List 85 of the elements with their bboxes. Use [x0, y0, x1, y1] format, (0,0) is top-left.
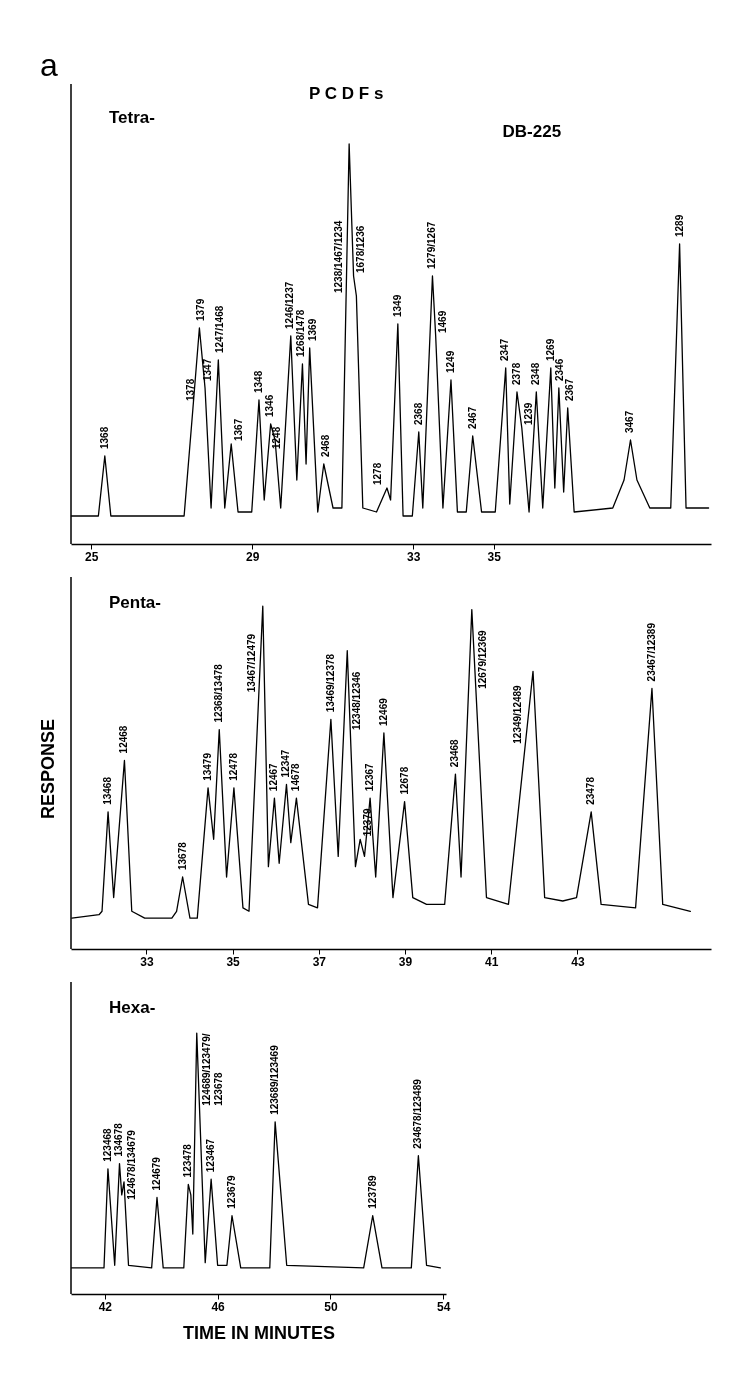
- annotation: 2348: [530, 362, 542, 385]
- annotation: 23478: [585, 776, 597, 805]
- annotation: 123468: [101, 1127, 113, 1162]
- annotation: 2368: [412, 402, 424, 425]
- x-tick-label: 43: [571, 954, 585, 969]
- annotation: 1249: [444, 350, 456, 373]
- x-tick-label: 29: [245, 549, 260, 564]
- annotation: 134678: [113, 1122, 125, 1157]
- annotation: 12379: [362, 808, 374, 837]
- annotation: 1247/1468: [214, 305, 226, 353]
- x-tick-label: 39: [398, 954, 413, 969]
- annotation: 12368/13478: [213, 663, 225, 723]
- annotation: 1349: [391, 294, 403, 317]
- annotation: 12349/12489: [512, 684, 524, 744]
- annotation: 23468: [449, 738, 461, 768]
- annotation: 13468: [102, 776, 114, 805]
- annotation: 1238/1467/1234: [333, 220, 345, 293]
- annotation: 1348: [252, 370, 264, 393]
- annotation: 12469: [377, 697, 389, 726]
- x-tick-label: 37: [312, 954, 327, 969]
- annotation: 1378: [184, 378, 196, 401]
- annotation: 123467: [205, 1138, 217, 1173]
- chart-title: Tetra-: [109, 108, 155, 127]
- annotation: 13469/12378: [324, 653, 336, 713]
- annotation: 12679/12369: [477, 630, 489, 689]
- annotation: 2467: [466, 406, 478, 429]
- x-tick-label: 41: [485, 954, 499, 969]
- annotation: 13678: [176, 841, 188, 870]
- annotation: 1246/1237: [283, 281, 295, 329]
- annotation: 1239: [522, 402, 534, 425]
- chart-title: Hexa-: [109, 998, 156, 1017]
- annotation: 2367: [564, 378, 576, 401]
- x-tick-label: 25: [84, 549, 99, 564]
- annotation: 123679: [226, 1174, 237, 1209]
- x-tick-label: 54: [437, 1299, 451, 1314]
- annotation: 124689/123479/ 123678: [200, 1033, 224, 1106]
- annotation: 23467/12389: [645, 622, 657, 682]
- annotation: 12367: [364, 762, 376, 792]
- annotation: 123789: [366, 1174, 378, 1209]
- x-tick-label: 42: [98, 1299, 113, 1314]
- annotation: 2468: [319, 434, 331, 457]
- x-tick-label: 35: [226, 954, 241, 969]
- x-tick-label: 35: [487, 549, 502, 564]
- annotation: 2347: [498, 338, 510, 361]
- x-axis-title: TIME IN MINUTES: [183, 1322, 335, 1343]
- annotation: 1269: [545, 338, 557, 361]
- annotation: 12468: [118, 725, 130, 754]
- annotation: 2346: [554, 358, 566, 381]
- annotation: 1346: [263, 394, 275, 417]
- annotation: 1347: [202, 358, 214, 381]
- text: a: [40, 47, 59, 83]
- annotation: 1279/1267: [426, 221, 438, 269]
- x-tick-label: 50: [324, 1299, 338, 1314]
- x-tick-label: 46: [211, 1299, 226, 1314]
- annotation: 1368: [98, 426, 110, 449]
- annotation: 1469: [436, 310, 448, 333]
- text: DB-225: [502, 122, 562, 141]
- annotation: 1248: [271, 426, 283, 449]
- annotation: 2378: [510, 362, 522, 385]
- annotation: 12347: [280, 749, 292, 778]
- annotation: 234678/123489: [412, 1078, 424, 1149]
- annotation: 13467/12479: [245, 633, 257, 693]
- annotation: 1367: [233, 418, 245, 441]
- annotation: 123689/123469: [269, 1044, 281, 1115]
- annotation: 1278: [372, 462, 384, 485]
- annotation: 13479: [202, 752, 214, 781]
- annotation: 124678/134679: [126, 1129, 138, 1200]
- annotation: 1379: [194, 298, 206, 321]
- annotation: 3467: [624, 410, 636, 433]
- annotation: 12478: [227, 752, 239, 781]
- chart-title: Penta-: [109, 593, 161, 612]
- annotation: 1678/1236: [354, 225, 366, 273]
- annotation: 12467: [268, 762, 280, 792]
- annotation: 12348/12346: [351, 671, 363, 730]
- y-axis-title: RESPONSE: [38, 718, 58, 820]
- x-tick-label: 33: [406, 549, 421, 564]
- text: P C D F s: [309, 84, 384, 103]
- annotation: 1268/1478: [295, 309, 307, 357]
- annotation: 124679: [151, 1156, 162, 1191]
- annotation: 123478: [182, 1143, 194, 1178]
- annotation: 1369: [307, 318, 319, 341]
- annotation: 1289: [673, 214, 685, 237]
- annotation: 12678: [398, 766, 410, 795]
- annotation: 14678: [290, 762, 302, 792]
- x-tick-label: 33: [140, 954, 154, 969]
